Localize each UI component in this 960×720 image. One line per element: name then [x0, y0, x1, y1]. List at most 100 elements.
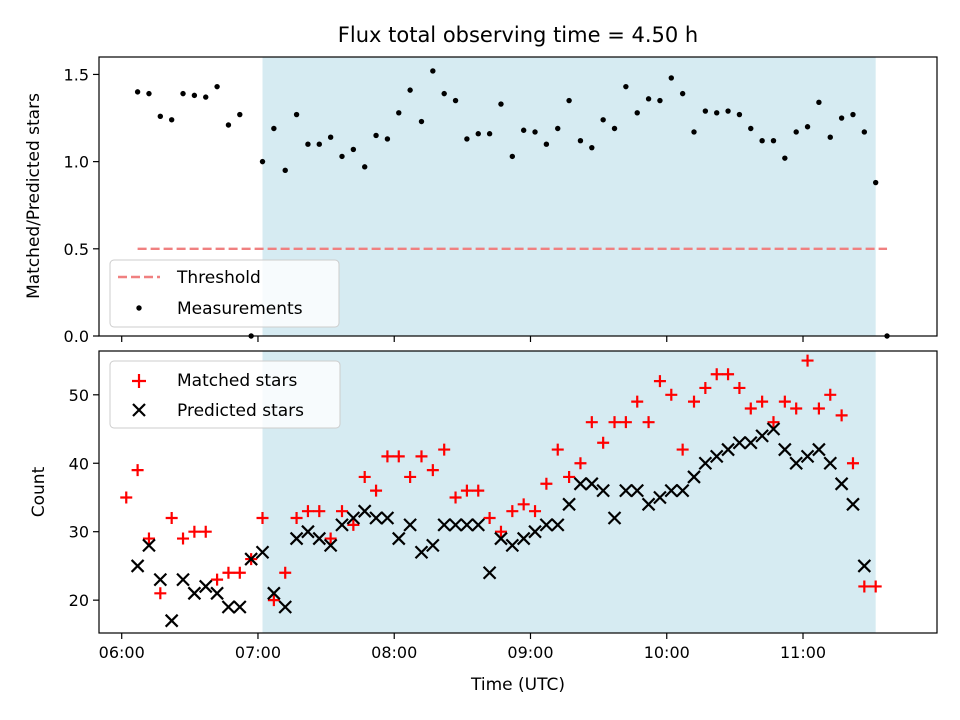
matched-star-point: [301, 505, 314, 518]
top-shaded-region: [262, 57, 876, 336]
predicted-star-point: [380, 511, 395, 525]
x-tick-label: 06:00: [99, 643, 145, 662]
measurement-point: [305, 141, 311, 147]
legend-predicted-label: Predicted stars: [177, 401, 304, 421]
predicted-star-point: [789, 456, 803, 471]
predicted-star-point: [369, 511, 383, 525]
x-tick-label: 08:00: [371, 643, 417, 662]
matched-star-point: [449, 491, 462, 504]
matched-star-point: [506, 505, 519, 518]
x-tick-label: 07:00: [235, 643, 281, 662]
measurement-point: [271, 125, 277, 132]
measurement-point: [634, 110, 640, 116]
predicted-star-point: [812, 442, 826, 457]
matched-star-point: [608, 416, 621, 429]
measurement-point: [214, 83, 220, 90]
predicted-star-point: [619, 483, 633, 498]
measurement-point: [316, 141, 322, 147]
predicted-star-point: [846, 497, 860, 512]
matched-star-point: [574, 457, 587, 470]
legend-predicted-swatch: [132, 403, 146, 417]
predicted-star-point: [698, 456, 713, 471]
matched-star-point: [699, 381, 712, 394]
matched-star-point: [585, 416, 598, 429]
measurement-point: [430, 68, 436, 74]
predicted-star-point: [766, 422, 781, 436]
predicted-star-point: [573, 477, 588, 491]
y-tick-label: 1.0: [64, 153, 89, 172]
predicted-star-point: [346, 511, 361, 525]
y-tick-label: 30: [69, 523, 89, 542]
measurement-point: [657, 97, 663, 104]
predicted-star-point: [391, 531, 406, 546]
measurement-point: [475, 131, 481, 137]
predicted-star-point: [176, 572, 190, 587]
measurement-point: [362, 164, 368, 170]
predicted-star-point: [834, 477, 849, 491]
matched-star-point: [756, 395, 769, 408]
predicted-star-point: [426, 538, 440, 553]
predicted-star-point: [153, 572, 168, 587]
measurement-point: [191, 92, 198, 99]
measurement-point: [237, 111, 243, 118]
bottom-shaded-region: [262, 351, 876, 633]
matched-star-point: [438, 443, 451, 456]
measurement-point: [679, 90, 686, 97]
predicted-star-point: [744, 435, 758, 450]
chart-title: Flux total observing time = 4.50 h: [338, 23, 698, 47]
x-tick-label: 09:00: [507, 643, 553, 662]
matched-star-point: [483, 512, 496, 525]
measurement-point: [577, 138, 584, 144]
measurement-point: [736, 111, 743, 118]
measurement-point: [748, 125, 754, 132]
measurement-point: [759, 138, 765, 144]
measurement-point: [566, 97, 572, 104]
measurement-point: [645, 96, 652, 102]
predicted-star-point: [187, 586, 202, 601]
matched-star-point: [335, 505, 348, 518]
bottom-axes-frame: [98, 350, 938, 634]
predicted-star-point: [607, 511, 622, 525]
predicted-star-point: [550, 518, 565, 532]
predicted-star-point: [278, 600, 292, 614]
x-axis-label: Time (UTC): [470, 675, 565, 695]
measurement-point: [203, 94, 209, 100]
measurement-point: [259, 158, 266, 165]
matched-star-point: [801, 354, 814, 367]
predicted-star-point: [164, 613, 179, 628]
predicted-star-point: [233, 600, 247, 614]
measurement-point: [134, 89, 141, 95]
y-tick-label: 50: [69, 386, 89, 405]
measurement-point: [838, 115, 845, 121]
matched-star-point: [381, 450, 394, 463]
measurement-point: [543, 141, 550, 147]
measurement-point: [861, 129, 868, 135]
measurement-point: [441, 90, 447, 97]
predicted-star-point: [528, 524, 542, 539]
matched-star-point: [529, 505, 542, 518]
measurement-point: [714, 110, 720, 116]
matched-star-point: [563, 470, 576, 483]
legend-matched-swatch: [132, 374, 146, 388]
measurement-point: [396, 110, 402, 116]
matched-star-point: [858, 580, 871, 593]
predicted-star-point: [289, 531, 304, 546]
predicted-star-point: [516, 531, 531, 546]
matched-star-point: [404, 470, 417, 483]
y-tick-label: 40: [69, 454, 89, 473]
measurement-point: [804, 124, 811, 130]
predicted-star-point: [823, 456, 838, 471]
matched-star-point: [551, 443, 564, 456]
measurement-point: [793, 129, 799, 135]
matched-star-point: [846, 457, 859, 470]
matched-star-point: [142, 532, 155, 545]
predicted-star-point: [244, 552, 258, 566]
predicted-star-point: [301, 524, 315, 539]
matched-star-point: [279, 566, 292, 579]
predicted-star-point: [357, 504, 372, 518]
measurement-point: [282, 167, 288, 174]
matched-star-point: [154, 587, 167, 600]
predicted-star-point: [414, 545, 429, 560]
matched-star-point: [267, 594, 280, 607]
legend-measurements-label: Measurements: [177, 299, 303, 319]
